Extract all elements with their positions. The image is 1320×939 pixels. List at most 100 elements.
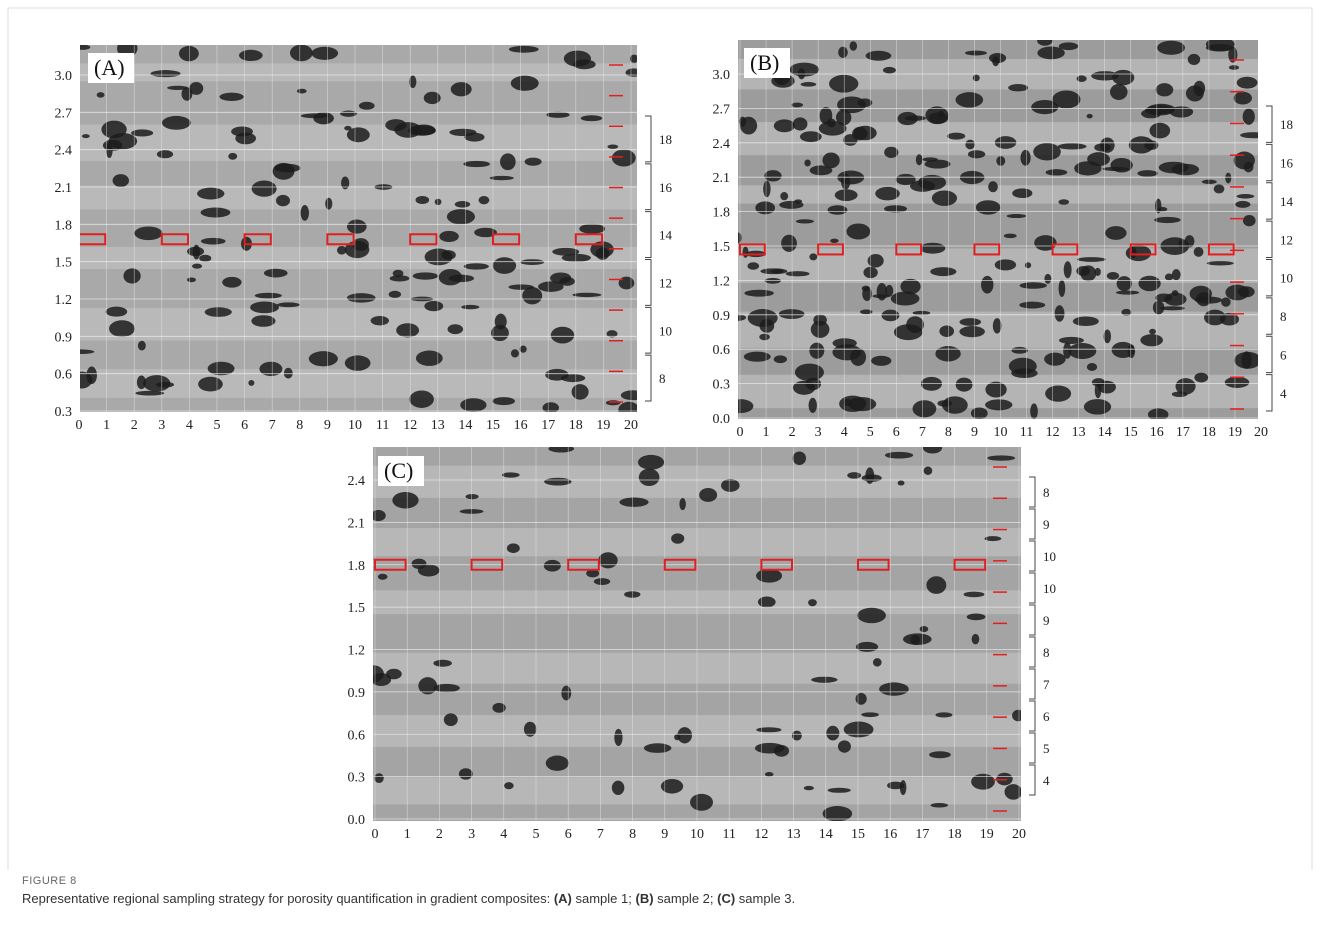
layer-band bbox=[738, 185, 1258, 204]
x-tick-label: 14 bbox=[819, 827, 833, 842]
pore bbox=[1006, 213, 1027, 219]
caption-text: sample 1; bbox=[571, 891, 636, 906]
bracket bbox=[1029, 636, 1036, 668]
y-tick-label: 1.5 bbox=[348, 601, 366, 616]
x-tick-label: 8 bbox=[296, 418, 303, 433]
bracket bbox=[645, 163, 652, 211]
sampling-box bbox=[973, 243, 1001, 256]
pore bbox=[875, 186, 900, 201]
pore bbox=[811, 676, 838, 683]
pore bbox=[135, 390, 165, 396]
x-tick-label: 0 bbox=[372, 827, 379, 842]
pore bbox=[80, 45, 91, 50]
bracket-label: 10 bbox=[1043, 581, 1056, 596]
pore bbox=[538, 281, 564, 292]
bracket-label: 18 bbox=[1280, 117, 1293, 132]
pore bbox=[450, 82, 472, 97]
pore bbox=[759, 333, 770, 341]
pore bbox=[808, 599, 817, 607]
pore bbox=[340, 110, 357, 117]
pore bbox=[1098, 380, 1116, 394]
x-tick-label: 19 bbox=[1228, 425, 1242, 440]
frame bbox=[7, 7, 1313, 870]
x-tick-label: 9 bbox=[324, 418, 331, 433]
pore bbox=[846, 223, 871, 240]
pore bbox=[984, 536, 1002, 542]
pore bbox=[872, 658, 882, 667]
pore bbox=[1175, 378, 1196, 395]
x-tick-label: 1 bbox=[763, 425, 770, 440]
pore bbox=[337, 246, 347, 255]
sampling-box bbox=[1129, 243, 1157, 256]
pore bbox=[200, 207, 231, 218]
pore bbox=[219, 92, 244, 101]
pore bbox=[1147, 408, 1169, 419]
pore bbox=[822, 806, 853, 821]
pore bbox=[1076, 75, 1087, 82]
pore bbox=[804, 159, 811, 167]
pore bbox=[311, 46, 339, 60]
pore bbox=[1233, 91, 1253, 105]
pore bbox=[1058, 279, 1066, 298]
x-tick-label: 5 bbox=[214, 418, 221, 433]
pore bbox=[1204, 309, 1226, 326]
pore bbox=[593, 578, 611, 585]
pore bbox=[81, 134, 90, 139]
pore bbox=[764, 277, 781, 284]
sampling-box bbox=[470, 558, 504, 571]
x-tick-label: 15 bbox=[486, 418, 500, 433]
pore bbox=[1236, 194, 1255, 199]
pore bbox=[1045, 169, 1068, 176]
pore bbox=[1087, 152, 1110, 167]
pore bbox=[510, 75, 539, 91]
pore bbox=[460, 398, 487, 412]
pore bbox=[1003, 233, 1017, 239]
pore bbox=[1242, 108, 1255, 125]
x-tick-label: 6 bbox=[241, 418, 248, 433]
pore bbox=[884, 451, 914, 459]
pore bbox=[884, 205, 908, 213]
pore bbox=[890, 291, 920, 306]
pore bbox=[1083, 399, 1112, 415]
pore bbox=[415, 350, 443, 366]
y-tick-label: 1.2 bbox=[713, 274, 731, 289]
sampling-box bbox=[953, 558, 987, 571]
pore bbox=[344, 355, 371, 371]
pore bbox=[1237, 286, 1255, 298]
pore bbox=[377, 573, 388, 580]
pore bbox=[1145, 105, 1175, 116]
pore bbox=[607, 144, 619, 149]
pore bbox=[789, 62, 820, 77]
pore bbox=[1030, 403, 1038, 419]
pore bbox=[757, 596, 776, 608]
pore bbox=[86, 366, 97, 385]
pore bbox=[966, 613, 986, 621]
pore bbox=[931, 190, 958, 206]
pore bbox=[409, 390, 434, 408]
pore bbox=[629, 54, 637, 63]
pore bbox=[187, 246, 205, 257]
pore bbox=[792, 117, 808, 131]
pore bbox=[923, 466, 933, 476]
x-tick-label: 0 bbox=[76, 418, 83, 433]
pore bbox=[112, 174, 129, 188]
pore bbox=[830, 238, 839, 243]
bracket bbox=[645, 211, 652, 258]
pore bbox=[625, 68, 637, 77]
sampling-box bbox=[1051, 243, 1079, 256]
pore bbox=[579, 223, 606, 234]
pore bbox=[458, 768, 473, 780]
x-tick-label: 12 bbox=[1046, 425, 1060, 440]
pore bbox=[276, 194, 290, 207]
pore bbox=[546, 111, 570, 118]
y-tick-label: 2.4 bbox=[55, 144, 73, 159]
bracket-label: 18 bbox=[659, 132, 672, 147]
bracket bbox=[1029, 508, 1036, 540]
pore bbox=[1058, 42, 1079, 51]
pore bbox=[964, 50, 987, 56]
pore bbox=[550, 326, 575, 344]
pore bbox=[785, 271, 810, 277]
y-tick-label: 0.3 bbox=[55, 405, 73, 420]
bracket-label: 4 bbox=[1043, 773, 1050, 788]
pore bbox=[504, 782, 514, 790]
